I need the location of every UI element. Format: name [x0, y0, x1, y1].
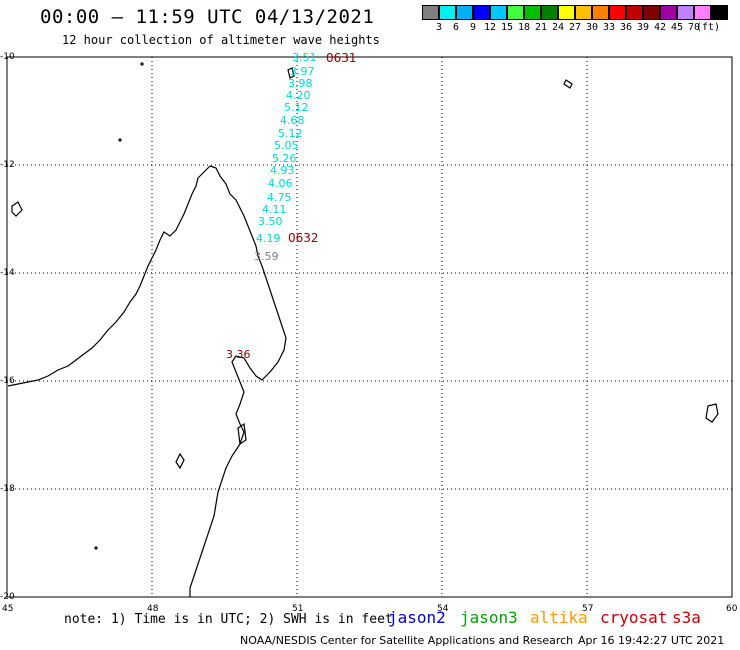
legend-label: 9	[469, 22, 477, 33]
legend-swatch	[490, 5, 507, 20]
legend-swatch	[609, 5, 626, 20]
longitude-label: 51	[292, 604, 304, 614]
latitude-label: -18	[0, 484, 15, 494]
wave-value: 4.68	[280, 114, 305, 127]
satellite-name: s3a	[672, 608, 701, 627]
longitude-label: 57	[582, 604, 594, 614]
legend-swatch	[677, 5, 694, 20]
legend-label: 42	[653, 22, 667, 33]
legend-label: 18	[517, 22, 531, 33]
footnote: note: 1) Time is in UTC; 2) SWH is in fe…	[64, 612, 393, 627]
legend-swatch	[422, 5, 439, 20]
legend-swatch	[711, 5, 728, 20]
legend-swatch	[473, 5, 490, 20]
legend-swatch	[694, 5, 711, 20]
legend-swatch	[660, 5, 677, 20]
satellite-name: cryosat	[600, 608, 668, 627]
wave-value: 5.12	[278, 127, 303, 140]
latitude-label: -16	[0, 376, 15, 386]
wave-value: 5.12	[284, 101, 309, 114]
legend-swatch	[541, 5, 558, 20]
wave-value: 3.98	[288, 77, 313, 90]
legend-swatch	[626, 5, 643, 20]
credit-line: NOAA/NESDIS Center for Satellite Applica…	[240, 634, 574, 647]
legend-label: 33	[602, 22, 616, 33]
latitude-label: -20	[0, 592, 15, 602]
longitude-label: 48	[147, 604, 159, 614]
legend-label: 70	[687, 22, 701, 33]
map-subtitle: 12 hour collection of altimeter wave hei…	[62, 33, 380, 47]
legend-swatch	[643, 5, 660, 20]
longitude-label: 45	[2, 604, 14, 614]
legend-label: 36	[619, 22, 633, 33]
legend-label: 21	[534, 22, 548, 33]
legend-label: 24	[551, 22, 565, 33]
legend-swatch	[439, 5, 456, 20]
graticule	[7, 57, 732, 597]
wave-value: 4.11	[262, 203, 287, 216]
longitude-label: 54	[437, 604, 449, 614]
wave-value: 3.97	[290, 65, 315, 78]
legend-label: 12	[483, 22, 497, 33]
satellite-name: jason3	[460, 608, 518, 627]
pass-time-label: 0632	[288, 231, 319, 245]
wave-value: 4.06	[268, 177, 293, 190]
wave-value-gray: 3.59	[254, 250, 279, 263]
pass-time-label: 0631	[326, 51, 357, 65]
latitude-label: -10	[0, 52, 15, 62]
wave-value-other: 3.36	[226, 348, 251, 361]
legend-unit: (ft)	[696, 22, 721, 33]
legend-swatch	[507, 5, 524, 20]
wave-value: 4.93	[270, 164, 295, 177]
legend-label: 6	[452, 22, 460, 33]
legend-label: 39	[636, 22, 650, 33]
legend-label: 15	[500, 22, 514, 33]
timestamp: Apr 16 19:42:27 UTC 2021	[578, 634, 725, 647]
satellite-name: jason2	[388, 608, 446, 627]
map-title: 00:00 – 11:59 UTC 04/13/2021	[40, 6, 375, 28]
latitude-label: -14	[0, 268, 15, 278]
wave-value: 5.05	[274, 139, 299, 152]
wave-value: 3.51	[292, 51, 317, 64]
legend-label: 3	[435, 22, 443, 33]
wave-value: 5.26	[272, 152, 297, 165]
legend-label: 27	[568, 22, 582, 33]
legend-swatch	[456, 5, 473, 20]
satellite-name: altika	[530, 608, 588, 627]
legend-swatch	[558, 5, 575, 20]
latitude-label: -12	[0, 160, 15, 170]
legend-swatch	[524, 5, 541, 20]
legend-label: 30	[585, 22, 599, 33]
longitude-label: 60	[726, 604, 738, 614]
wave-value: 3.50	[258, 215, 283, 228]
wave-value: 4.75	[267, 191, 292, 204]
madagascar-coastline	[7, 62, 719, 597]
wave-value: 4.19	[256, 232, 281, 245]
legend-label: 45	[670, 22, 684, 33]
legend-swatch	[592, 5, 609, 20]
legend-swatch	[575, 5, 592, 20]
map-frame	[6, 56, 733, 598]
wave-value: 4.20	[286, 89, 311, 102]
